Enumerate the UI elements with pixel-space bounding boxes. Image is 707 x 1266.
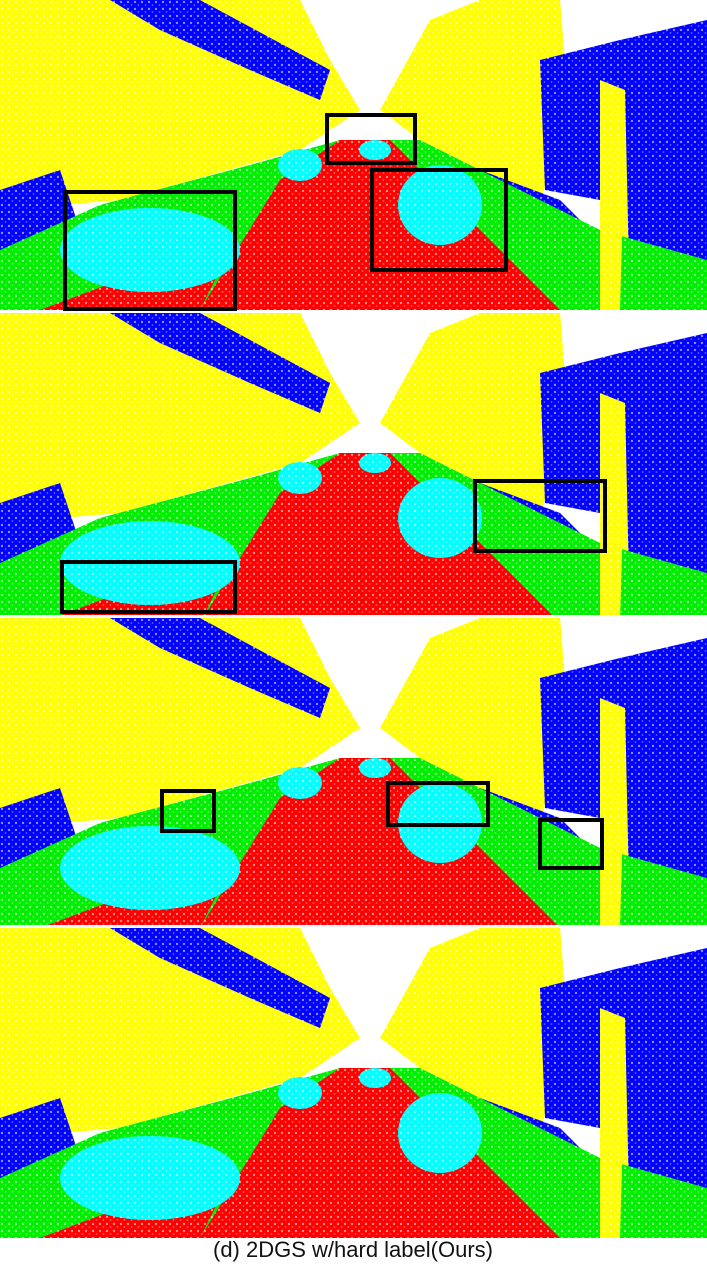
panel: (d) 2DGS w/hard label(Ours) <box>0 928 707 1262</box>
highlight-box <box>60 560 237 614</box>
highlight-box <box>63 190 237 311</box>
panel: (b) 3DGS w/hard label <box>0 313 707 639</box>
highlight-box <box>538 818 604 870</box>
highlight-box <box>473 479 607 553</box>
panel: (c) 2DGS w/soft label <box>0 618 707 949</box>
segmentation-image <box>0 928 707 1238</box>
segmentation-image <box>0 313 707 615</box>
highlight-box <box>386 781 490 827</box>
caption: (d) 2DGS w/hard label(Ours) <box>213 1237 493 1262</box>
highlight-box <box>160 789 216 833</box>
highlight-box <box>325 113 417 165</box>
highlight-box <box>370 168 508 272</box>
segmentation-image <box>0 0 707 310</box>
panel: (a) 3DGS w/soft label <box>0 0 707 334</box>
segmentation-image <box>0 618 707 925</box>
